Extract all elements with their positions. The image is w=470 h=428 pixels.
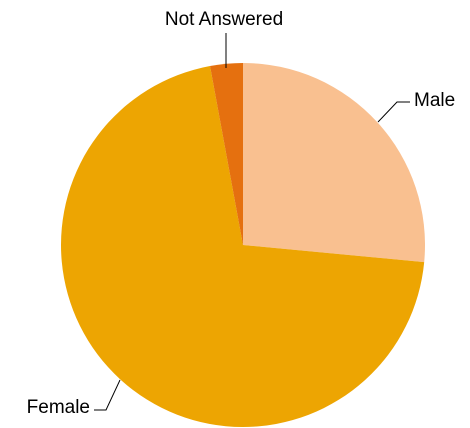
leader-line	[94, 379, 121, 411]
pie-slice	[243, 63, 425, 263]
slice-label: Female	[27, 397, 90, 418]
slice-label: Not Answered	[165, 9, 283, 30]
slice-label: Male	[414, 90, 455, 111]
pie-slice	[60, 66, 425, 427]
pie-slice	[210, 63, 243, 245]
leader-line	[377, 101, 410, 123]
